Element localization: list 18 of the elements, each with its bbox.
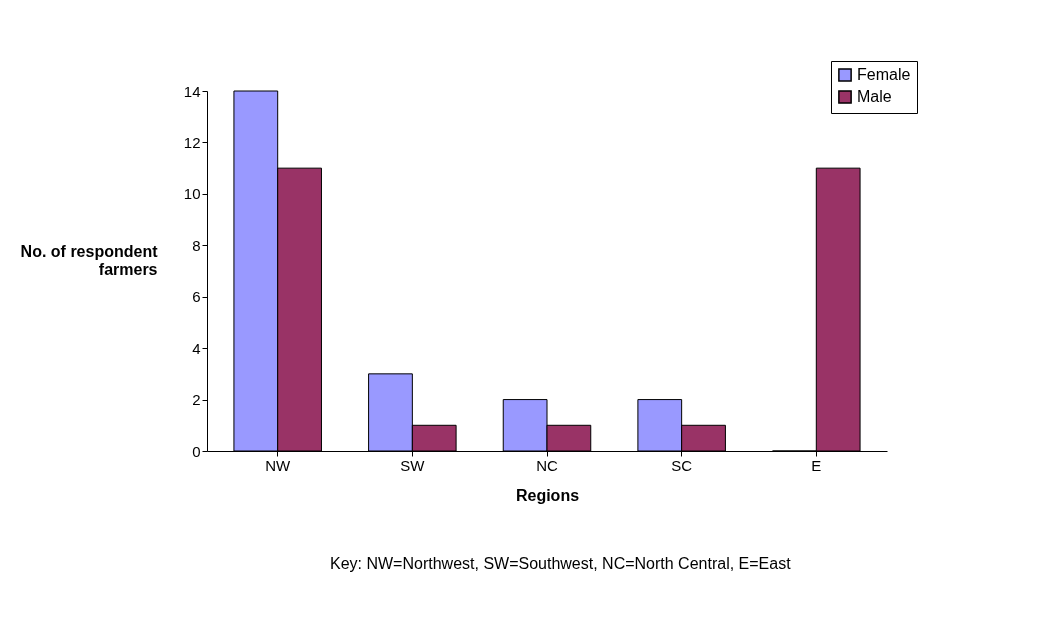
y-tick-label: 10	[183, 185, 201, 203]
y-tick-label: 12	[183, 133, 201, 151]
text: Key: NW=Northwest, SW=Southwest, NC=North Central, E=East	[330, 555, 791, 573]
x-tick-label: SW	[400, 456, 426, 474]
y-tick-label: 4	[192, 339, 201, 357]
y-tick-label: 14	[183, 82, 201, 100]
y-axis-title: No. of respondent farmers	[20, 242, 159, 278]
x-axis-title: Regions	[515, 486, 580, 504]
y-tick-label: 6	[192, 288, 201, 306]
x-tick-label: SC	[671, 456, 693, 474]
y-tick-label: 8	[192, 236, 201, 254]
legend-label: Male	[857, 88, 892, 105]
y-tick-label: 2	[192, 391, 201, 409]
y-tick-label: 0	[192, 442, 201, 460]
legend-label: Female	[857, 66, 911, 83]
x-tick-label: E	[811, 456, 822, 474]
x-tick-label: NC	[536, 456, 558, 474]
x-tick-label: NW	[265, 456, 292, 474]
